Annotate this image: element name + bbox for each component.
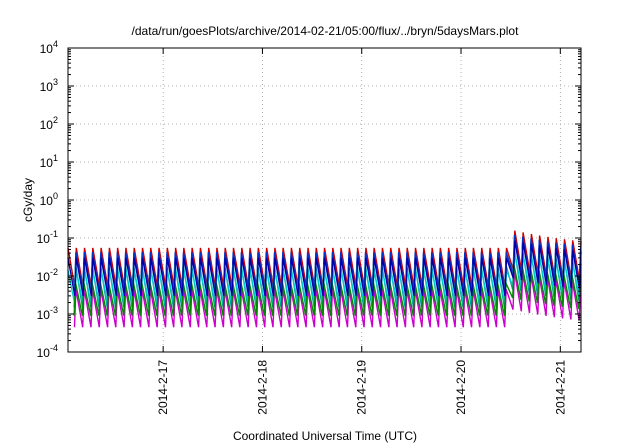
y-tick-label: 10-1 [37, 229, 58, 246]
y-tick-exponent: -2 [50, 267, 58, 277]
x-axis-label: Coordinated Universal Time (UTC) [233, 429, 417, 443]
y-tick-exponent: 4 [53, 39, 58, 49]
y-tick-exponent: -4 [50, 343, 58, 353]
y-tick-label: 10-4 [37, 343, 58, 360]
y-tick-base: 10 [40, 42, 54, 56]
y-tick-base: 10 [40, 194, 54, 208]
y-tick-label: 10-2 [37, 267, 58, 284]
y-tick-exponent: -3 [50, 305, 58, 315]
series-line [73, 265, 581, 316]
x-tick-label: 2014-2-18 [255, 360, 269, 415]
y-tick-base: 10 [37, 308, 51, 322]
y-tick-base: 10 [40, 118, 54, 132]
y-tick-label: 10-3 [37, 305, 58, 322]
y-tick-label: 101 [40, 153, 58, 170]
x-tick-label: 2014-2-20 [454, 360, 468, 415]
series-line [67, 240, 582, 297]
y-tick-exponent: 3 [53, 77, 58, 87]
y-tick-base: 10 [37, 270, 51, 284]
y-tick-label: 100 [40, 191, 58, 208]
y-axis-label: cGy/day [21, 178, 35, 222]
plot-ticks: 10410310210110010-110-210-310-42014-2-17… [37, 39, 581, 415]
x-tick-label: 2014-2-21 [553, 360, 567, 415]
y-tick-base: 10 [40, 156, 54, 170]
y-tick-exponent: 2 [53, 115, 58, 125]
y-tick-exponent: 0 [53, 191, 58, 201]
x-tick-label: 2014-2-17 [156, 360, 170, 415]
y-tick-label: 104 [40, 39, 58, 56]
y-tick-exponent: -1 [50, 229, 58, 239]
series-line [73, 271, 582, 328]
chart-title: /data/run/goesPlots/archive/2014-02-21/0… [132, 24, 520, 38]
y-tick-exponent: 1 [53, 153, 58, 163]
y-tick-label: 102 [40, 115, 58, 132]
y-tick-base: 10 [40, 80, 54, 94]
y-tick-base: 10 [37, 346, 51, 360]
y-tick-base: 10 [37, 232, 51, 246]
y-tick-label: 103 [40, 77, 58, 94]
x-tick-label: 2014-2-19 [355, 360, 369, 415]
plot-series [67, 230, 582, 328]
